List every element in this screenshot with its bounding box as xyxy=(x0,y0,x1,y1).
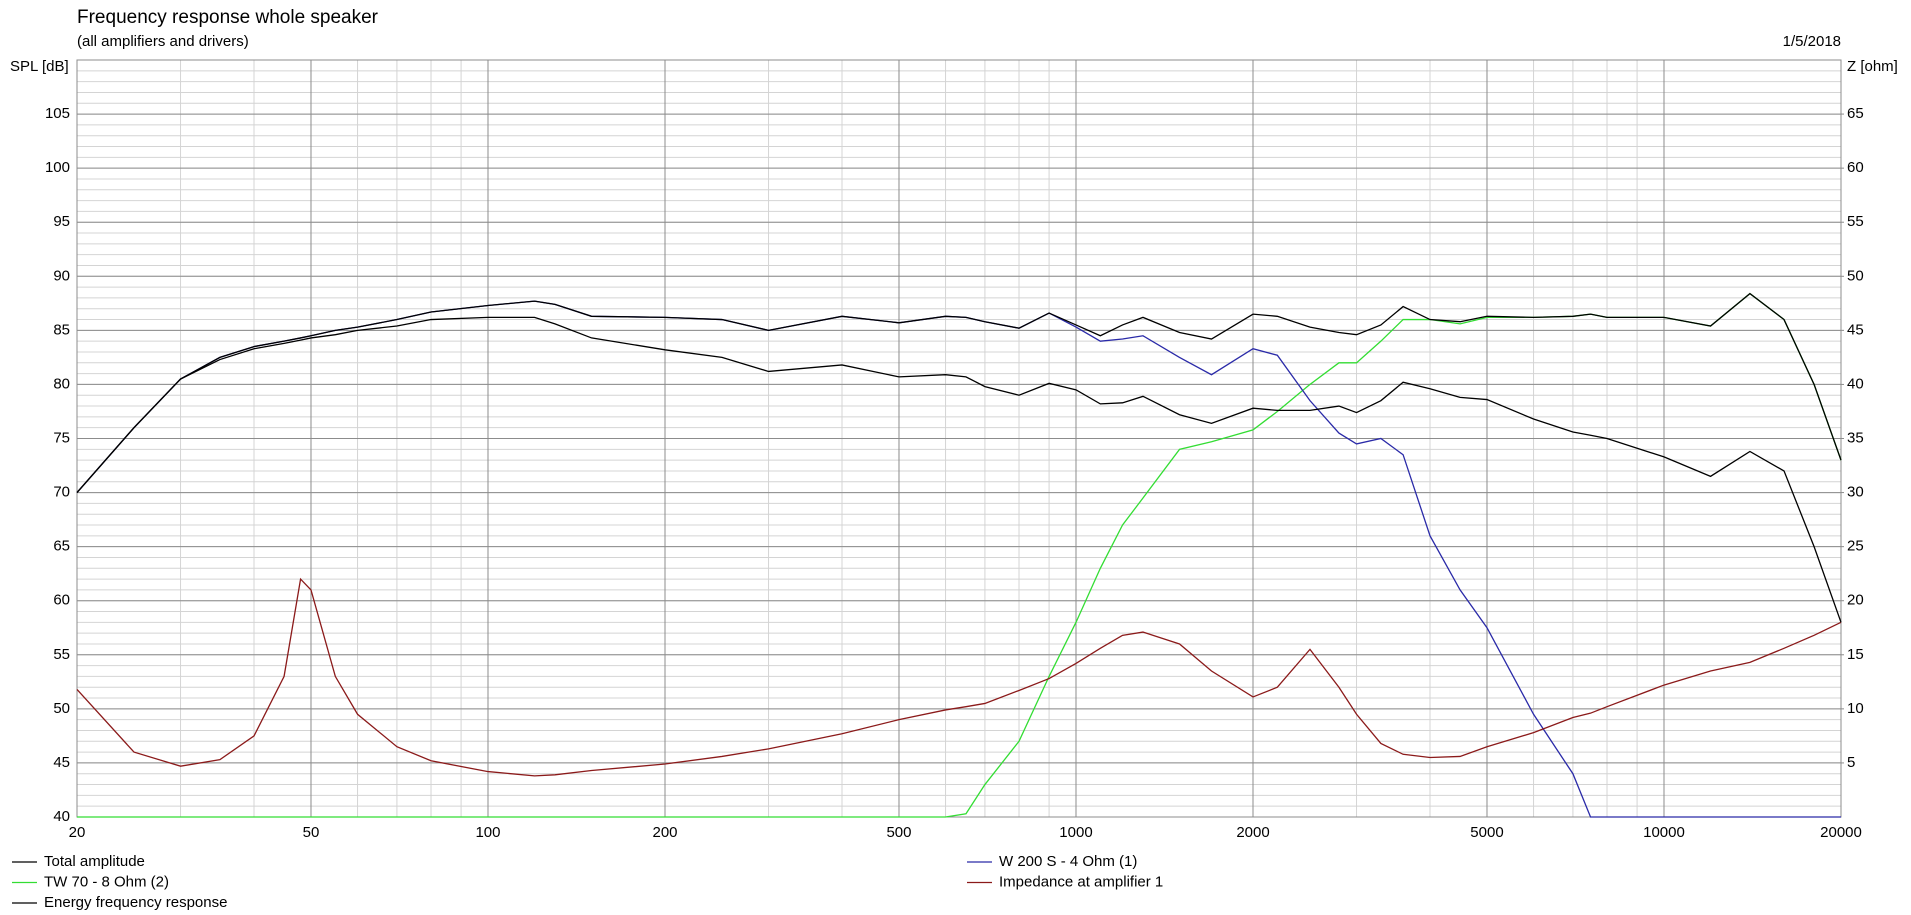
legend: Total amplitude TW 70 - 8 Ohm (2) Energy f… xyxy=(12,853,1163,911)
tick-labels: 40 45 50 55 60 65 70 75 80 85 90 95 100 105 5 10 15 20 25 3… xyxy=(45,105,1864,841)
chart-title: Frequency response whole speaker xyxy=(77,7,379,28)
y2-tick-label: 65 xyxy=(1847,105,1864,122)
legend-label: Energy frequency response xyxy=(44,894,227,911)
chart-date: 1/5/2018 xyxy=(1783,33,1841,50)
y-tick-label: 95 xyxy=(53,213,70,230)
x-tick-label: 20000 xyxy=(1820,824,1862,841)
y-axis-label: SPL [dB] xyxy=(10,58,69,75)
y-tick-label: 50 xyxy=(53,700,70,717)
x-tick-label: 5000 xyxy=(1470,824,1503,841)
y-tick-label: 70 xyxy=(53,484,70,501)
y2-tick-label: 5 xyxy=(1847,754,1855,771)
x-tick-label: 2000 xyxy=(1236,824,1269,841)
legend-label: W 200 S - 4 Ohm (1) xyxy=(999,853,1137,870)
y2-tick-label: 20 xyxy=(1847,592,1864,609)
y2-tick-label: 15 xyxy=(1847,646,1864,663)
x-tick-label: 10000 xyxy=(1643,824,1685,841)
series-line xyxy=(76,577,1842,777)
y2-tick-label: 10 xyxy=(1847,700,1864,717)
y2-tick-label: 55 xyxy=(1847,213,1864,230)
y-tick-label: 65 xyxy=(53,538,70,555)
legend-label: Impedance at amplifier 1 xyxy=(999,873,1163,890)
plot-lines xyxy=(76,292,1842,818)
x-tick-label: 20 xyxy=(69,824,86,841)
y2-tick-label: 50 xyxy=(1847,267,1864,284)
x-tick-label: 1000 xyxy=(1059,824,1092,841)
y2-tick-label: 45 xyxy=(1847,321,1864,338)
legend-label: TW 70 - 8 Ohm (2) xyxy=(44,873,169,890)
x-tick-label: 500 xyxy=(886,824,911,841)
y-tick-label: 40 xyxy=(53,808,70,825)
legend-label: Total amplitude xyxy=(44,853,145,870)
y-tick-label: 80 xyxy=(53,375,70,392)
y-tick-label: 60 xyxy=(53,592,70,609)
y2-tick-label: 40 xyxy=(1847,375,1864,392)
y-tick-label: 85 xyxy=(53,321,70,338)
y-tick-label: 105 xyxy=(45,105,70,122)
y2-axis-label: Z [ohm] xyxy=(1847,58,1898,75)
chart-subtitle: (all amplifiers and drivers) xyxy=(77,33,249,50)
x-tick-label: 200 xyxy=(652,824,677,841)
series-line xyxy=(76,316,1842,623)
y2-tick-label: 25 xyxy=(1847,538,1864,555)
series-line xyxy=(76,292,1842,493)
x-tick-label: 100 xyxy=(475,824,500,841)
y-tick-label: 55 xyxy=(53,646,70,663)
y-tick-label: 45 xyxy=(53,754,70,771)
y-tick-label: 100 xyxy=(45,159,70,176)
y2-tick-label: 30 xyxy=(1847,484,1864,501)
y2-tick-label: 60 xyxy=(1847,159,1864,176)
y2-tick-label: 35 xyxy=(1847,429,1864,446)
x-tick-label: 50 xyxy=(303,824,320,841)
y-tick-label: 75 xyxy=(53,429,70,446)
grid xyxy=(76,59,1842,818)
y-tick-label: 90 xyxy=(53,267,70,284)
